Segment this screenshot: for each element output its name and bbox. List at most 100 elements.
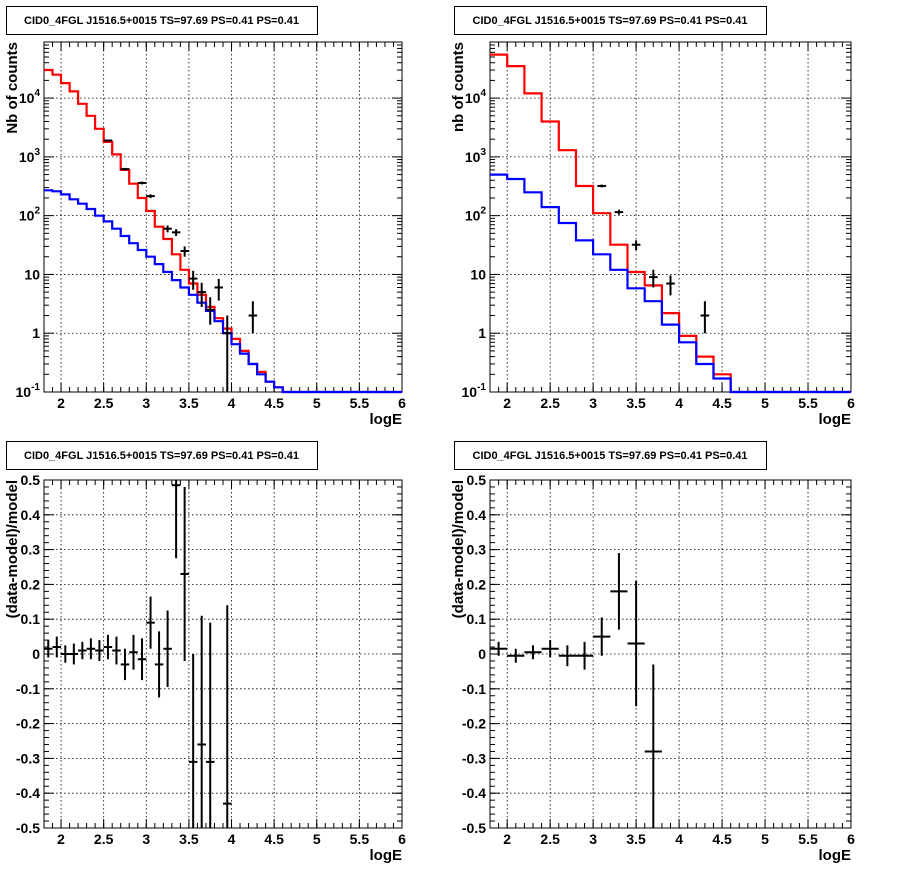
plot-frame: [489, 479, 852, 829]
data-point: [146, 596, 155, 649]
data-point: [614, 209, 624, 215]
x-tick-label: 4.5: [712, 831, 732, 847]
tick-exponent: 4: [480, 88, 486, 99]
x-tick-label: 4.5: [264, 831, 284, 847]
data-point: [103, 139, 113, 142]
x-tick-label: 4: [675, 831, 683, 847]
x-tick-label: 3.5: [179, 831, 199, 847]
x-tick-label: 6: [398, 831, 406, 847]
x-tick-label: 2.5: [94, 395, 114, 411]
plot-frame: [43, 41, 403, 393]
data-point: [137, 638, 147, 681]
y-tick-label: 0.2: [21, 576, 41, 592]
series-1-step-line: [490, 53, 851, 394]
y-axis-label: (data-model)/model: [4, 480, 21, 618]
data-point: [103, 634, 113, 660]
tick-base: 10: [16, 384, 32, 400]
y-tick-label: -0.3: [16, 750, 40, 766]
y-tick-label: 104: [19, 88, 41, 106]
data-point: [593, 617, 611, 656]
y-tick-label: 0.5: [21, 472, 41, 488]
y-tick-label: 0.2: [467, 576, 487, 592]
y-axis: -0.5 -0.4 -0.3 -0.2 -0.1 0 0.1 0.2 0.3 0.4 0.5: [462, 472, 851, 836]
x-tick-label: 5: [761, 831, 769, 847]
data-point: [180, 486, 189, 661]
data-point: [95, 640, 104, 661]
x-tick-label: 2: [57, 831, 65, 847]
y-tick-label: 0.4: [467, 507, 487, 523]
y-axis: -0.5 -0.4 -0.3 -0.2 -0.1 0 0.1 0.2 0.3 0.4 0.5: [16, 472, 402, 836]
tick-exponent: 3: [480, 147, 486, 158]
x-tick-label: 4: [228, 831, 236, 847]
tick-base: 10: [465, 149, 481, 165]
x-tick-label: 6: [847, 395, 855, 411]
data-point: [154, 631, 164, 698]
x-tick-label: 2.5: [540, 395, 560, 411]
x-tick-label: 5: [313, 395, 321, 411]
data-point: [631, 240, 641, 251]
x-tick-label: 6: [398, 395, 406, 411]
data-point: [180, 246, 189, 257]
tick-exponent: 2: [480, 206, 486, 217]
data-point: [205, 622, 215, 828]
data-point: [700, 301, 710, 334]
y-tick-label: 10-1: [16, 382, 41, 400]
data-point: [188, 270, 198, 290]
data-point: [205, 297, 215, 325]
y-tick-label: 102: [19, 206, 41, 224]
x-axis: 2 2.5 3 3.5 4 4.5 5 5.5 6: [43, 480, 406, 847]
plot-frame: [489, 41, 852, 393]
tick-exponent: -1: [477, 382, 486, 393]
chart-panel-1: CID0_4FGL J1516.5+0015 TS=97.69 PS=0.41 …: [4, 6, 406, 428]
x-tick-label: 6: [847, 831, 855, 847]
x-tick-label: 3.5: [626, 831, 646, 847]
panel-title: CID0_4FGL J1516.5+0015 TS=97.69 PS=0.41 …: [24, 450, 299, 462]
data-point: [507, 648, 525, 663]
data-points: [597, 184, 710, 334]
x-tick-label: 5.5: [798, 395, 818, 411]
tick-exponent: 4: [34, 88, 40, 99]
x-axis-label: logE: [370, 411, 403, 428]
data-point: [171, 480, 181, 559]
data-point: [524, 645, 542, 660]
tick-base: 10: [19, 149, 35, 165]
panel-title-box: [454, 6, 767, 35]
x-tick-label: 5.5: [350, 395, 370, 411]
y-tick-label: 104: [465, 88, 487, 106]
x-tick-label: 5: [313, 831, 321, 847]
x-tick-label: 3: [589, 831, 597, 847]
y-tick-label: 0: [32, 646, 40, 662]
data-point: [223, 605, 232, 828]
data-point: [86, 638, 96, 660]
panel-title: CID0_4FGL J1516.5+0015 TS=97.69 PS=0.41 …: [473, 15, 748, 27]
data-point: [197, 282, 206, 307]
y-tick-label: -0.3: [462, 750, 486, 766]
y-tick-label: -0.1: [16, 681, 40, 697]
data-point: [649, 269, 658, 288]
panel-title-box: [454, 441, 767, 470]
x-tick-label: 3: [142, 831, 150, 847]
data-point: [78, 641, 87, 660]
x-tick-label: 3: [589, 395, 597, 411]
x-tick-label: 5: [761, 395, 769, 411]
data-point: [61, 645, 70, 663]
y-tick-label: -0.4: [16, 785, 40, 801]
y-axis-label: Nb of counts: [4, 42, 21, 134]
y-tick-label: 10: [470, 266, 486, 282]
data-point: [44, 640, 53, 658]
tick-base: 10: [465, 208, 481, 224]
tick-exponent: 2: [34, 206, 40, 217]
y-tick-label: 10-1: [462, 382, 487, 400]
data-point: [163, 610, 172, 688]
data-point: [163, 225, 172, 233]
y-tick-label: 0.1: [467, 611, 487, 627]
x-tick-label: 2: [57, 395, 65, 411]
tick-base: 10: [19, 90, 35, 106]
plot-frame: [43, 479, 403, 829]
y-tick-label: -0.5: [16, 820, 40, 836]
tick-base: 10: [465, 90, 481, 106]
x-tick-label: 5.5: [350, 831, 370, 847]
x-axis: 2 2.5 3 3.5 4 4.5 5 5.5 6: [43, 42, 406, 411]
data-point: [666, 275, 675, 296]
